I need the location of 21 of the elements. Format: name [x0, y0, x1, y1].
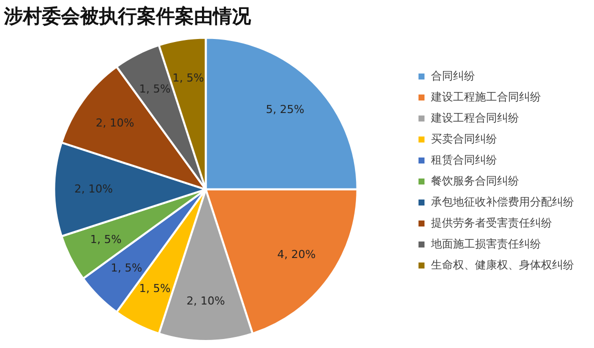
data-label: 1, 5%	[110, 262, 142, 275]
legend-label: 租赁合同纠纷	[431, 153, 497, 166]
data-label: 2, 10%	[96, 116, 134, 130]
legend-label: 提供劳务者受害责任纠纷	[431, 216, 552, 230]
data-label: 1, 5%	[139, 82, 171, 96]
legend-label: 生命权、健康权、身体权纠纷	[431, 258, 574, 272]
data-label: 1, 5%	[172, 71, 204, 84]
data-label: 4, 20%	[277, 248, 316, 262]
data-label: 1, 5%	[90, 233, 122, 246]
legend-label: 餐饮服务合同纠纷	[431, 174, 519, 188]
chart-title: 涉村委会被执行案件案由情况	[3, 5, 252, 28]
data-label: 5, 25%	[266, 102, 304, 116]
data-label: 2, 10%	[186, 294, 225, 308]
data-label: 2, 10%	[74, 182, 113, 196]
legend-label: 建设工程施工合同纠纷	[430, 90, 541, 104]
legend-label: 地面施工损害责任纠纷	[430, 237, 541, 250]
data-label: 1, 5%	[139, 282, 171, 296]
legend-label: 承包地征收补偿费用分配纠纷	[431, 195, 574, 208]
legend-label: 建设工程合同纠纷	[430, 111, 519, 124]
legend-label: 买卖合同纠纷	[431, 132, 497, 146]
legend-label: 合同纠纷	[431, 69, 475, 82]
